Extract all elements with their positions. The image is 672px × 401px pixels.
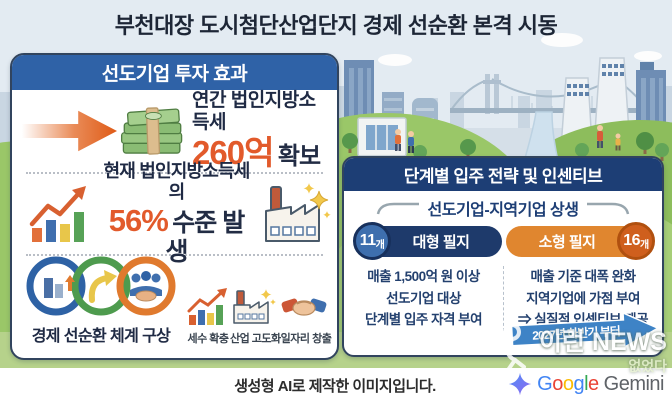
factory-icon: [265, 183, 331, 242]
small-parcel-badge: 소형 필지 16 개: [506, 222, 655, 260]
large-parcel-details: 매출 1,500억 원 이상 선도기업 대상 단계별 입주 자격 부여: [364, 269, 483, 328]
annual-tax-value: 260억: [192, 133, 274, 171]
left-panel-header: 선도기업 투자 효과: [12, 55, 337, 90]
money-stack-icon: [120, 107, 183, 155]
small-parcel-count: 16 개: [617, 222, 655, 260]
current-tax-value: 56%: [108, 202, 169, 238]
google-wordmark: Google: [537, 372, 599, 395]
tax-expansion-item: 세수 확충: [186, 287, 230, 346]
gemini-star-icon: [508, 372, 532, 396]
bracket-left-icon: [376, 202, 419, 215]
orange-arrow-icon: [21, 110, 118, 152]
win-win-subheader: 선도기업-지역기업 상생: [427, 202, 579, 219]
dashed-divider: [26, 172, 323, 174]
job-creation-item: 일자리 창출: [281, 287, 332, 346]
annual-tax-suffix: 확보: [277, 142, 321, 170]
mini-factory-icon: [233, 289, 276, 324]
news-watermark: 이런 NEWS 없었다: [497, 322, 667, 376]
mini-chart-icon: [187, 288, 227, 325]
right-arrow-icon: [510, 311, 660, 349]
current-tax-row: 현재 법인지방소득세의 56% 수준 발생: [12, 161, 337, 266]
dashed-divider: [26, 254, 323, 256]
large-parcel-label: 대형 필지: [412, 234, 470, 251]
small-parcel-details: 매출 기준 대폭 완화 지역기업에 가점 부여 ⇒ 실질적 인센티브 제공: [503, 266, 662, 331]
google-gemini-logo: Google Gemini: [508, 372, 665, 396]
current-tax-suffix: 수준 발생: [165, 208, 245, 267]
growth-chart-icon: [29, 186, 86, 242]
economic-cycle-row: 경제 선순환 체계 구상 세수 확충: [12, 256, 337, 356]
large-parcel-count: 11 개: [353, 222, 391, 260]
annual-tax-row: 연간 법인지방소득세 260억 확보: [12, 90, 337, 172]
ai-caption: 생성형 AI로 제작한 이미지입니다.: [234, 378, 436, 395]
small-parcel-label: 소형 필지: [538, 234, 596, 251]
annual-tax-label: 연간 법인지방소득세: [192, 90, 316, 134]
trees: [342, 132, 669, 163]
large-parcel-badge: 11 개 대형 필지: [353, 222, 502, 260]
current-tax-label: 현재 법인지방소득세의: [103, 161, 250, 202]
handshake-icon: [281, 298, 327, 316]
timeline-arrow: 2027년 하반기 부터: [509, 310, 661, 354]
watermark-tagline: 없었다: [628, 358, 667, 374]
mascot-icon: [498, 323, 526, 372]
right-panel-header: 단계별 입주 전략 및 인센티브: [344, 158, 662, 191]
footer-bar: 생성형 AI로 제작한 이미지입니다. Google Gemini: [0, 368, 672, 401]
investment-effect-panel: 선도기업 투자 효과 연간 법인지방소득세: [10, 53, 339, 360]
people: [395, 125, 621, 153]
watermark-brand: 이런 NEWS: [539, 328, 667, 356]
linked-circles-icon: [26, 256, 176, 316]
bracket-right-icon: [587, 202, 630, 215]
incentive-strategy-panel: 단계별 입주 전략 및 인센티브 선도기업-지역기업 상생 11 개 대형 필지 …: [342, 156, 664, 357]
cycle-label: 경제 선순환 체계 구상: [31, 328, 171, 345]
gemini-wordmark: Gemini: [603, 372, 665, 395]
page-title: 부천대장 도시첨단산업단지 경제 선순환 본격 시동: [114, 13, 558, 38]
park-building: [357, 117, 407, 157]
industry-upgrade-item: 산업 고도화: [230, 287, 281, 346]
